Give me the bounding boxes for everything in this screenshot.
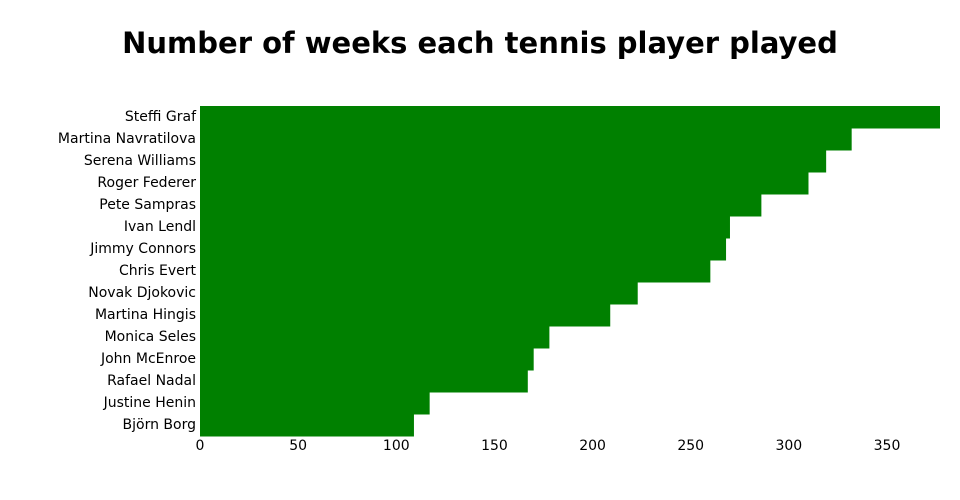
bar — [200, 348, 534, 371]
x-tick-label: 100 — [383, 438, 410, 454]
bar — [200, 282, 638, 305]
bar — [200, 326, 550, 349]
y-tick-label: Chris Evert — [119, 263, 197, 279]
x-tick-label: 150 — [481, 438, 508, 454]
bar — [200, 128, 852, 151]
bar — [200, 370, 528, 393]
y-tick-label: Roger Federer — [97, 175, 196, 191]
bar — [200, 392, 430, 415]
y-tick-label: Martina Hingis — [95, 307, 196, 323]
y-tick-label: Rafael Nadal — [107, 373, 196, 389]
bar — [200, 106, 940, 129]
y-tick-label: Novak Djokovic — [88, 285, 196, 301]
y-tick-label: Serena Williams — [84, 153, 196, 169]
bar — [200, 150, 827, 173]
bar — [200, 172, 809, 195]
x-tick-label: 50 — [289, 438, 307, 454]
y-tick-label: Ivan Lendl — [124, 219, 196, 235]
y-tick-label: Martina Navratilova — [58, 131, 196, 147]
bar — [200, 194, 762, 217]
bar — [200, 216, 730, 239]
y-tick-label: Steffi Graf — [125, 109, 197, 125]
chart-title: Number of weeks each tennis player playe… — [122, 26, 838, 60]
x-tick-label: 0 — [196, 438, 205, 454]
y-tick-label: Pete Sampras — [99, 197, 196, 213]
x-tick-label: 300 — [775, 438, 802, 454]
bar — [200, 238, 727, 261]
x-tick-label: 350 — [874, 438, 901, 454]
bar — [200, 260, 711, 283]
y-tick-label: Monica Seles — [105, 329, 196, 345]
x-tick-label: 250 — [677, 438, 704, 454]
y-tick-label: Jimmy Connors — [89, 241, 196, 257]
x-tick-label: 200 — [579, 438, 606, 454]
bar — [200, 414, 414, 437]
y-tick-label: John McEnroe — [100, 351, 196, 367]
bar — [200, 304, 611, 327]
y-tick-label: Björn Borg — [123, 417, 196, 433]
y-tick-label: Justine Henin — [103, 395, 196, 411]
